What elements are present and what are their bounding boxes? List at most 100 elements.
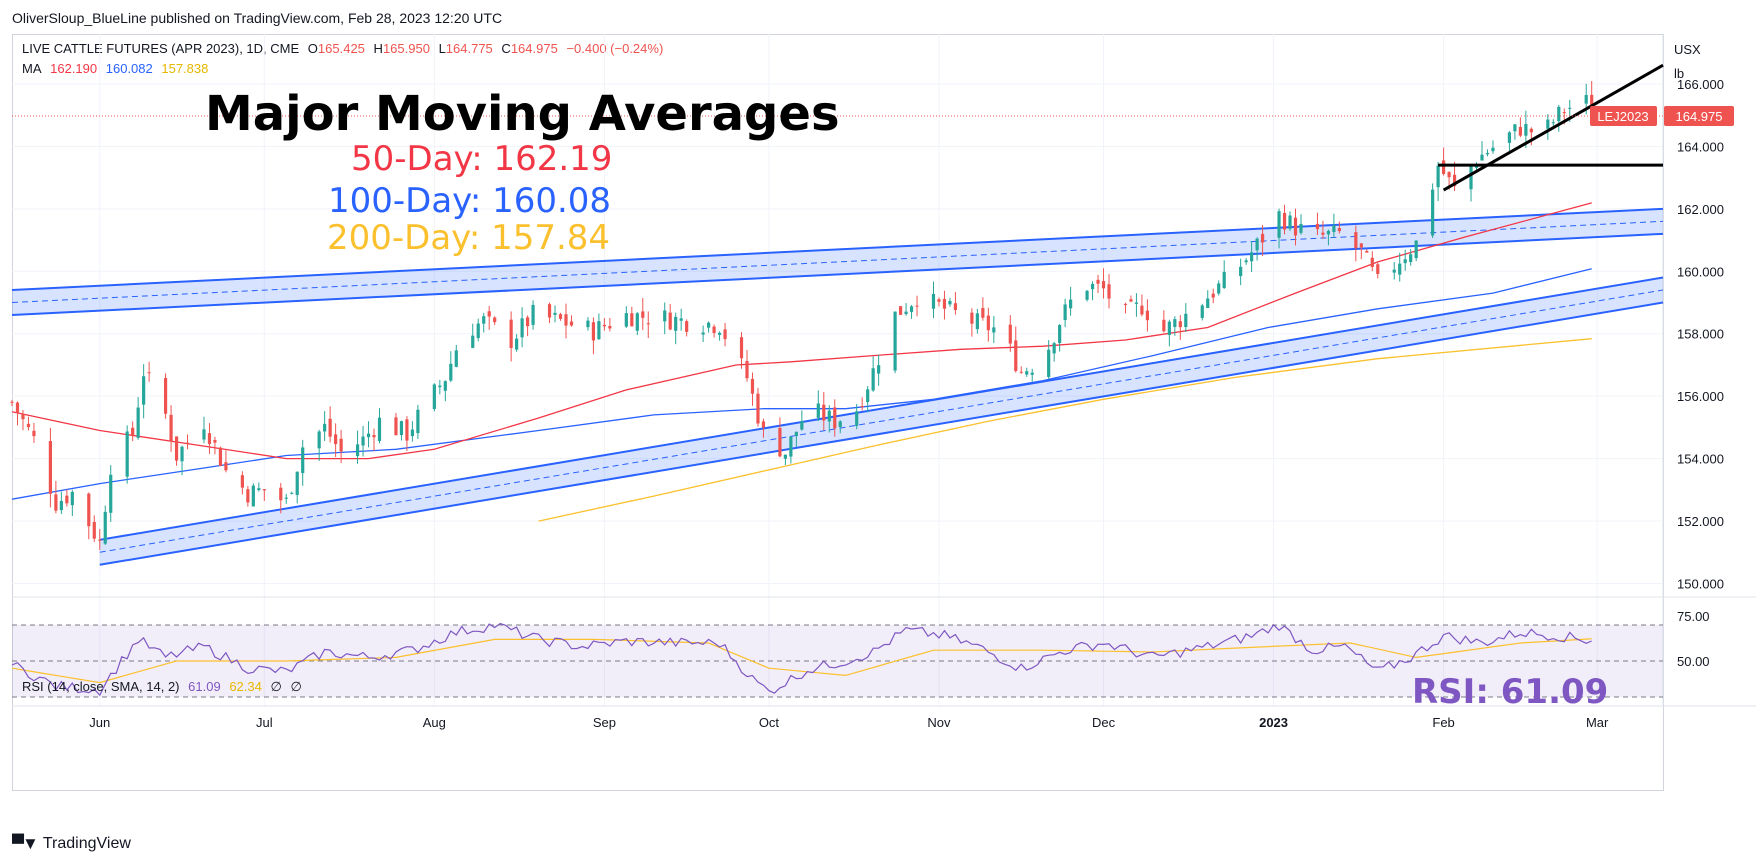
candle-body [136, 407, 140, 438]
candle-body [1562, 112, 1566, 114]
time-axis-label: 2023 [1259, 715, 1288, 730]
candle-body [317, 431, 321, 449]
candle-body [26, 423, 31, 428]
candle-body [635, 313, 639, 331]
candle-body [1452, 174, 1457, 187]
candle-body [1409, 254, 1413, 263]
candle-body [328, 418, 332, 437]
candle-body [1260, 233, 1265, 243]
candle-body [59, 500, 63, 511]
candle-body [279, 487, 283, 501]
candle-body [953, 303, 958, 310]
candle-body [1518, 126, 1522, 136]
annotation-ma50: 50-Day: 162.19 [351, 139, 613, 179]
symbol-title[interactable]: LIVE CATTLE FUTURES (APR 2023), 1D, CME [22, 41, 300, 56]
candle-body [564, 314, 568, 326]
candle-body [416, 409, 420, 434]
candle-body [1129, 299, 1133, 302]
candle-body [663, 310, 667, 322]
candle-body [169, 414, 173, 442]
time-axis-label: Sep [593, 715, 616, 730]
candle-body [1403, 259, 1407, 264]
candle-body [1551, 122, 1555, 124]
candle-body [597, 321, 601, 340]
candle-body [1321, 232, 1325, 235]
candle-body [717, 332, 722, 335]
last-price-tag-bg [1664, 105, 1734, 126]
candle-body [54, 494, 58, 511]
candle-body [125, 431, 129, 477]
candle-body [240, 475, 244, 488]
ohlc-open: O165.425 [307, 41, 365, 56]
candle-body [70, 491, 74, 506]
candle-body [1441, 160, 1446, 174]
candle-body [131, 427, 135, 435]
candle-body [87, 493, 91, 527]
candle-body [1359, 243, 1363, 248]
candle-body [185, 442, 190, 444]
candle-body [707, 322, 711, 328]
candle-body [948, 301, 952, 305]
candle-body [1145, 310, 1150, 321]
candle-body [1030, 372, 1034, 375]
candle-body [1480, 154, 1484, 161]
candle-body [860, 406, 864, 408]
candle-body [1315, 223, 1320, 230]
tradingview-logo[interactable]: ▀▼ TradingView [12, 834, 131, 854]
candle-body [1392, 269, 1396, 273]
annotation-title: Major Moving Averages [205, 86, 840, 142]
price-axis-currency: USX [1674, 42, 1701, 57]
candle-body [756, 393, 760, 424]
candle-body [213, 440, 217, 443]
candle-body [750, 378, 755, 394]
candle-body [674, 316, 678, 331]
candle-body [975, 313, 979, 330]
candle-body [800, 421, 804, 430]
candle-body [1326, 230, 1331, 235]
upper-channel-top [11, 207, 1664, 292]
candle-body [1447, 172, 1451, 178]
candle-body [909, 306, 914, 312]
candle-body [685, 321, 689, 332]
candle-body [1200, 305, 1204, 318]
candle-body [10, 401, 14, 403]
ma-legend[interactable]: MA 162.190 160.082 157.838 [22, 61, 213, 76]
ma200-line [538, 338, 1592, 522]
candle-body [1398, 263, 1402, 275]
candle-body [1063, 304, 1067, 321]
tradingview-logo-icon: ▀▼ [12, 834, 39, 853]
ma50-line [11, 202, 1592, 460]
candle-body [1239, 266, 1243, 277]
annotation-rsi: RSI: 61.09 [1412, 672, 1609, 712]
candle-body [98, 539, 102, 541]
candle-body [1047, 349, 1051, 377]
candle-body [1140, 305, 1144, 315]
candle-body [163, 377, 168, 414]
candle-body [904, 311, 908, 315]
candle-body [992, 327, 996, 333]
candle-body [1431, 189, 1435, 236]
candle-body [558, 314, 563, 319]
candle-body [646, 323, 650, 325]
candle-body [355, 444, 360, 457]
candle-body [1299, 223, 1303, 233]
price-axis-label: 150.000 [1677, 577, 1724, 592]
candle-body [1255, 238, 1259, 251]
candle-body [1244, 260, 1248, 263]
candle-body [827, 410, 831, 422]
candle-body [290, 492, 294, 494]
candle-body [454, 350, 458, 367]
candle-body [1507, 132, 1512, 143]
candle-body [1162, 319, 1166, 332]
lower-channel-top [99, 276, 1664, 541]
rsi-legend[interactable]: RSI (14, close, SMA, 14, 2) 61.09 62.34 … [22, 679, 307, 695]
candle-body [48, 441, 52, 494]
price-axis-label: 162.000 [1677, 202, 1724, 217]
candle-body [487, 311, 491, 317]
upper-channel-bottom [11, 232, 1664, 316]
candle-body [1277, 211, 1281, 238]
candle-body [377, 417, 382, 441]
candle-body [109, 474, 113, 513]
candle-body [471, 335, 475, 348]
